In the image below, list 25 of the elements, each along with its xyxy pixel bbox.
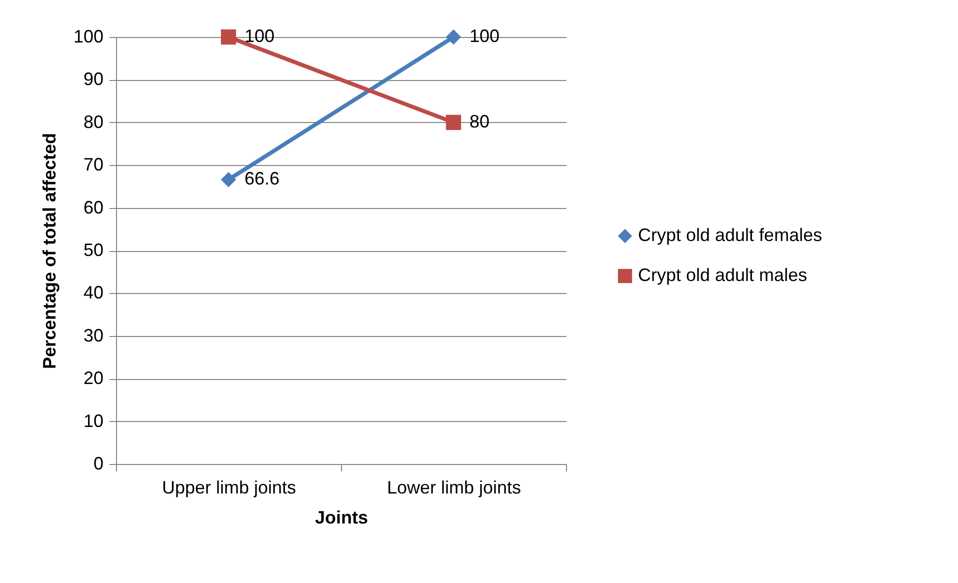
y-tick-label: 80 — [83, 112, 104, 132]
y-axis-title: Percentage of total affected — [39, 132, 60, 370]
data-label: 66.6 — [244, 168, 280, 189]
y-tick-label: 40 — [83, 282, 104, 303]
point — [220, 172, 236, 188]
data-label: 100 — [244, 26, 275, 46]
y-tick-label: 30 — [83, 325, 104, 346]
y-tick-label: 60 — [83, 197, 104, 218]
y-tick-label: 90 — [83, 69, 104, 90]
x-tick-label: Upper limb joints — [162, 478, 296, 498]
y-tick-label: 100 — [73, 26, 104, 46]
data-label: 100 — [470, 26, 500, 46]
point — [446, 114, 462, 130]
y-tick-label: 0 — [93, 454, 104, 474]
y-tick-label: 10 — [83, 410, 104, 431]
point — [220, 29, 236, 45]
y-tick-label: 70 — [83, 154, 104, 175]
y-tick-label: 20 — [83, 368, 104, 388]
data-label: 80 — [470, 111, 490, 132]
point — [446, 29, 462, 45]
x-axis-title: Joints — [314, 508, 368, 528]
legend-label: Crypt old adult females — [638, 225, 822, 245]
x-tick-label: Lower limb joints — [386, 478, 522, 498]
y-tick-label: 50 — [83, 240, 104, 260]
legend-label: Crypt old adult males — [638, 265, 808, 285]
